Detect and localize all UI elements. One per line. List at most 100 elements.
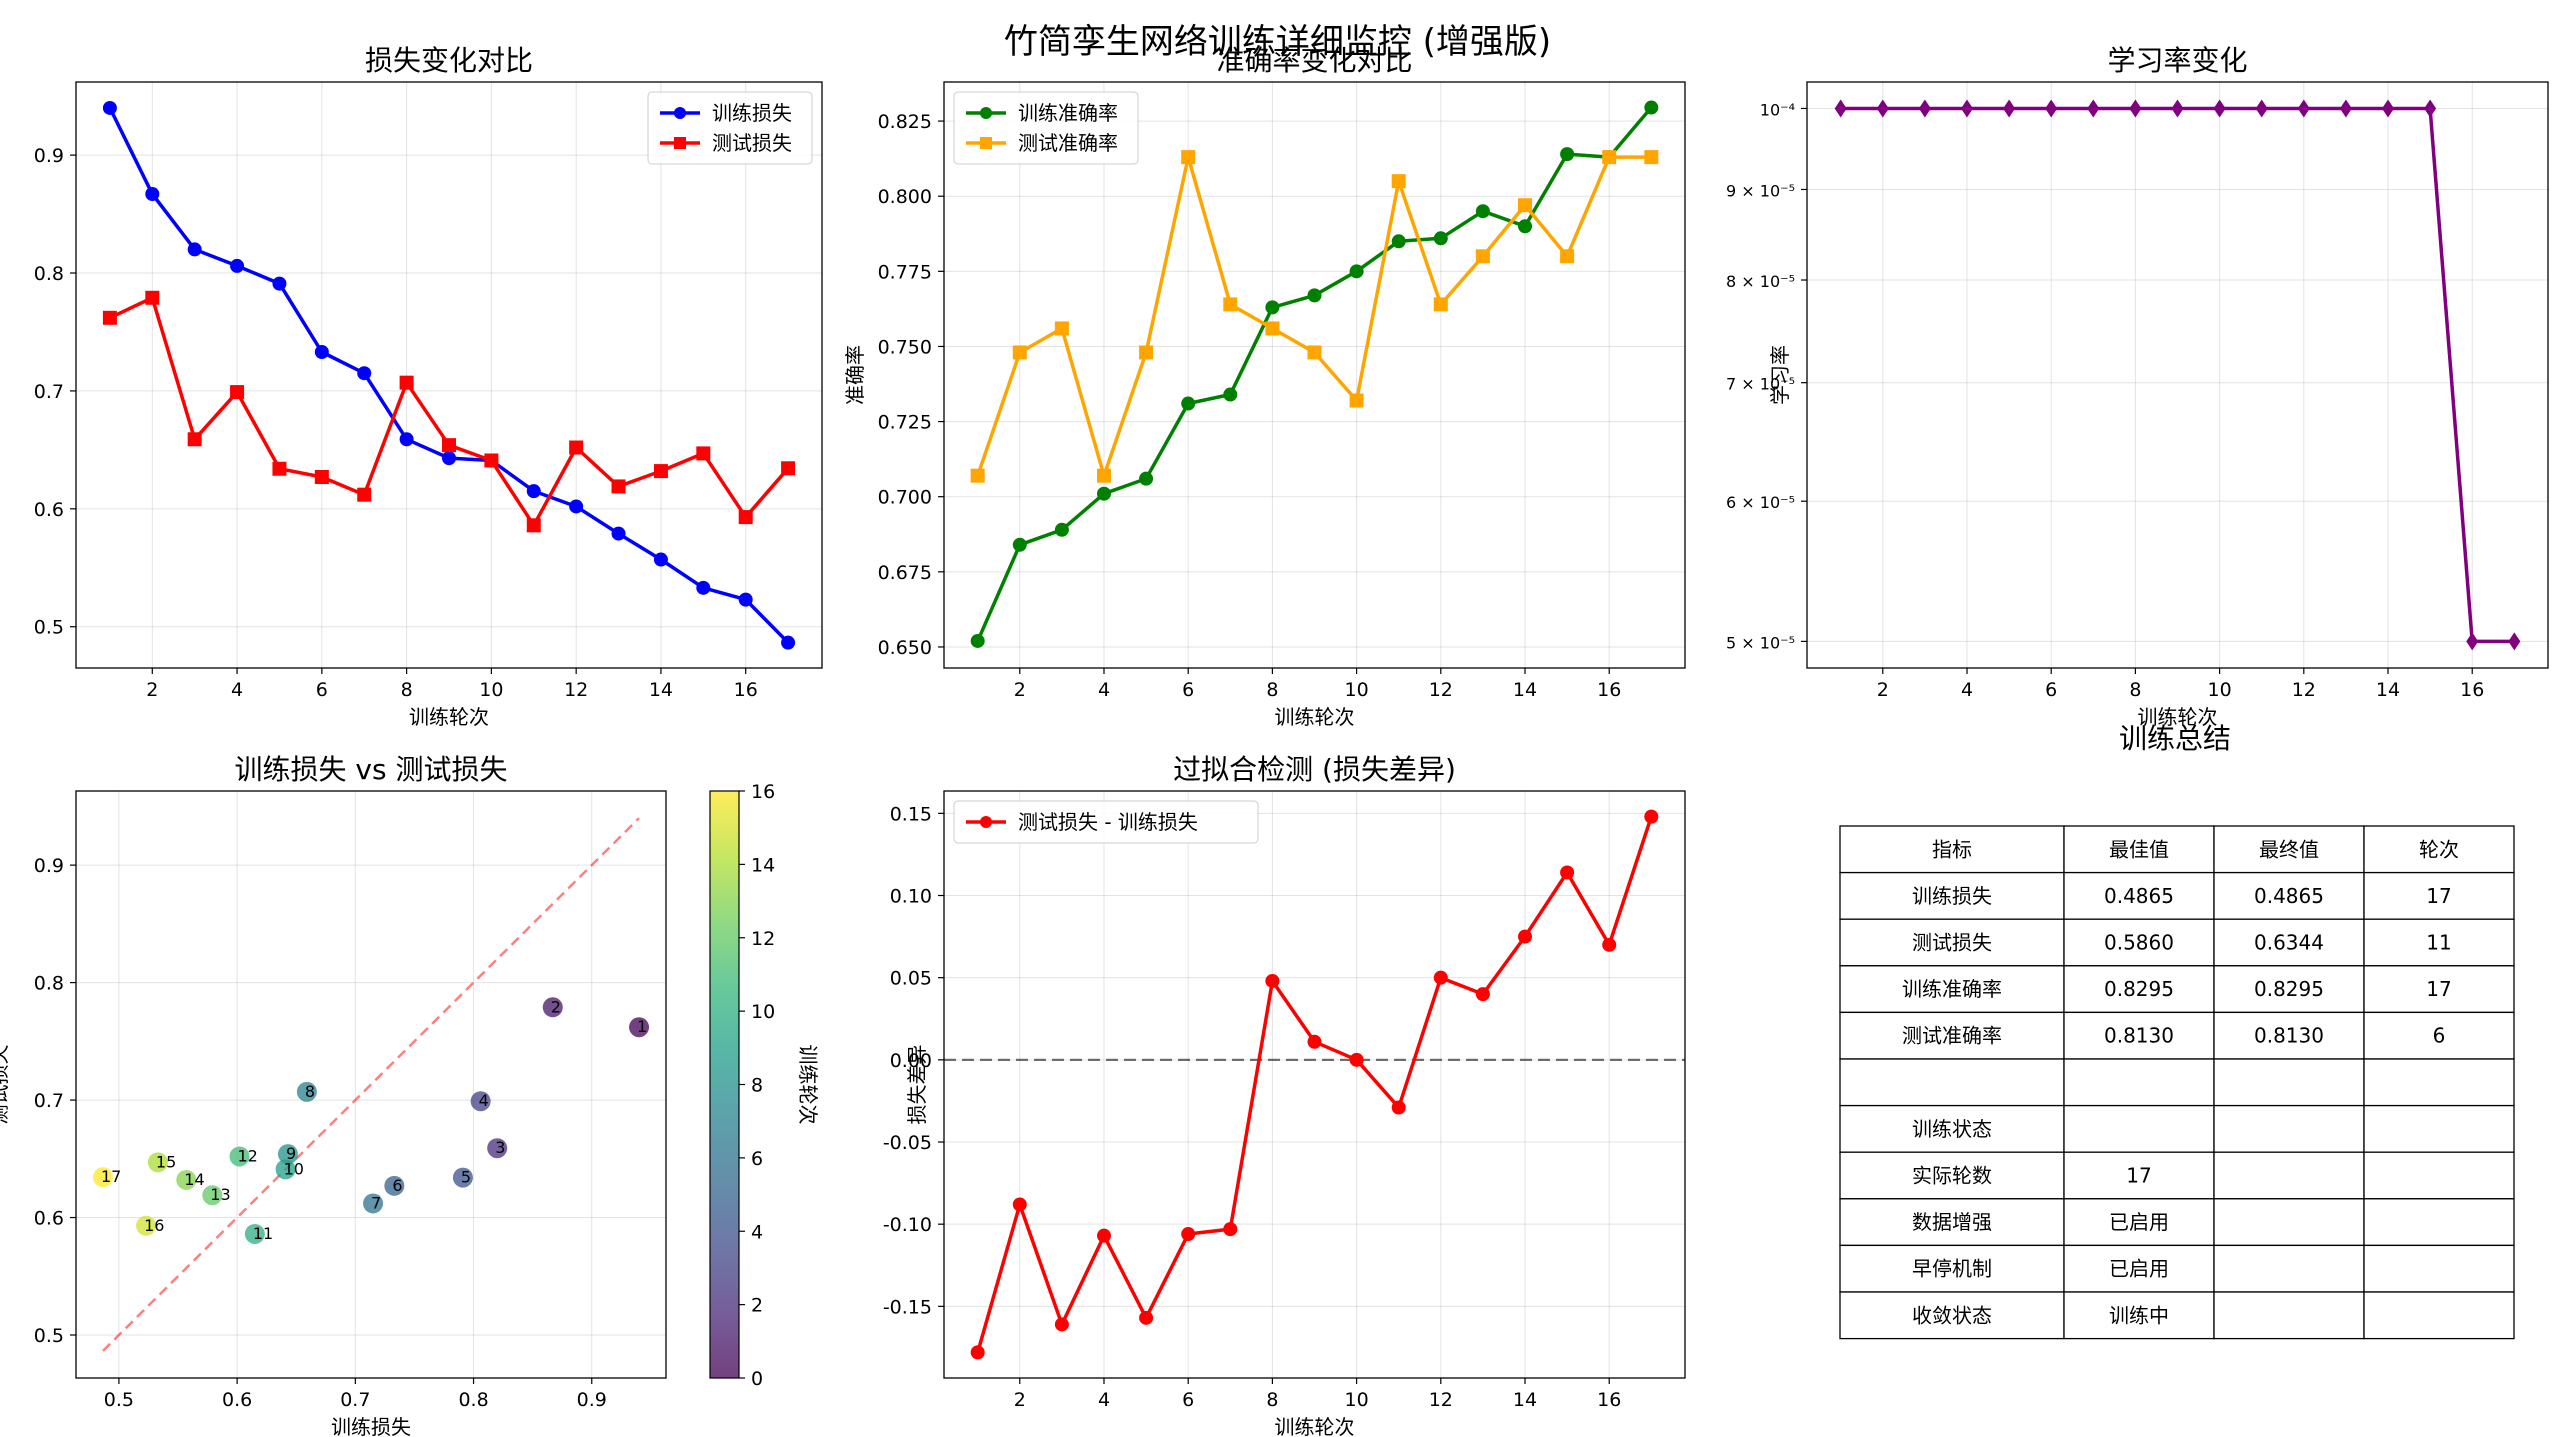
table-cell <box>2363 871 2515 920</box>
panel5-series1-point <box>1054 1317 1069 1332</box>
table-cell <box>1839 1244 2065 1293</box>
table-cell-text: 已启用 <box>2109 1210 2169 1234</box>
table-cell <box>1839 1104 2065 1153</box>
panel3-series1-point <box>1918 99 1931 118</box>
panel4-xtick-label: 0.8 <box>458 1389 488 1411</box>
panel1-frame <box>75 81 823 669</box>
panel5-ytick-label: -0.05 <box>883 1132 932 1154</box>
panel1-series2-point <box>569 440 584 455</box>
panel2-ytick-label: 0.650 <box>878 637 932 659</box>
colorbar-tick-label: 8 <box>751 1075 763 1097</box>
panel1-legend-marker <box>674 107 686 119</box>
colorbar-label: 训练轮次 <box>796 1045 820 1125</box>
panel5-xtick-label: 14 <box>1513 1389 1537 1411</box>
panel5-legend-marker <box>980 816 992 828</box>
table-cell <box>2213 1011 2365 1060</box>
panel1-title: 损失变化对比 <box>365 44 533 77</box>
panel1-series2-point <box>653 464 668 479</box>
panel4-point-label: 1 <box>637 1017 647 1036</box>
table-header-cell <box>2363 825 2515 874</box>
table-cell <box>1839 871 2065 920</box>
panel1-legend-box <box>647 91 813 165</box>
panel1-series2-point <box>145 290 160 305</box>
panel3-ytick-label: 9 × 10⁻⁵ <box>1726 181 1795 200</box>
table-cell-text: 0.8295 <box>2104 977 2174 1001</box>
panel4-xtick-label: 0.7 <box>340 1389 370 1411</box>
panel1-xtick-label: 16 <box>734 679 758 701</box>
table-cell <box>2213 1291 2365 1340</box>
table-cell <box>2063 918 2215 967</box>
table-cell <box>2363 1058 2515 1107</box>
panel3-ytick-label: 6 × 10⁻⁵ <box>1726 493 1795 512</box>
panel4-point <box>470 1091 491 1112</box>
panel4-point <box>296 1081 317 1102</box>
panel5-series1-point <box>1433 970 1448 985</box>
panel5-series1-point <box>1223 1222 1238 1237</box>
panel5-series1-point <box>1181 1227 1196 1242</box>
panel2-legend-marker <box>980 137 992 149</box>
panel5-ytick-label: 0.00 <box>890 1050 932 1072</box>
panel4-point-label: 6 <box>392 1176 402 1195</box>
panel4-ytick-label: 0.7 <box>34 1090 64 1112</box>
panel1-series1-point <box>781 635 796 650</box>
panel2-series1-point <box>1181 396 1196 411</box>
panel2-series2-point <box>1096 468 1111 483</box>
panel4-point <box>147 1152 168 1173</box>
panel2-xlabel: 训练轮次 <box>1275 705 1355 729</box>
table-cell-text: 11 <box>2426 931 2451 955</box>
panel1-xtick-label: 2 <box>146 679 158 701</box>
panel3-title: 学习率变化 <box>2107 44 2247 77</box>
panel4-point-label: 15 <box>156 1152 176 1171</box>
panel2-xtick-label: 4 <box>1098 679 1110 701</box>
panel3-series1-point <box>1960 99 1973 118</box>
panel5-series1-point <box>1349 1052 1364 1067</box>
table-cell-text: 数据增强 <box>1912 1210 1992 1234</box>
panel2-ytick-label: 0.825 <box>878 111 932 133</box>
panel2-series2-point <box>1349 393 1364 408</box>
panel2-series1-point <box>1307 288 1322 303</box>
panel5-legend-label: 测试损失 - 训练损失 <box>1018 810 1198 834</box>
panel3-xlabel: 训练轮次 <box>2138 705 2218 729</box>
panel2-ytick-label: 0.750 <box>878 336 932 358</box>
panel2-series1-point <box>1054 522 1069 537</box>
panel2-xtick-label: 6 <box>1182 679 1194 701</box>
panel5-series1-point <box>1265 973 1280 988</box>
panel1-series1-point <box>696 580 711 595</box>
panel2-series1-point <box>1139 471 1154 486</box>
panel4-ytick-label: 0.5 <box>34 1325 64 1347</box>
colorbar-tick-label: 6 <box>751 1148 763 1170</box>
table-cell-text: 17 <box>2126 1164 2151 1188</box>
table-cell <box>2213 1244 2365 1293</box>
panel5-title: 过拟合检测 (损失差异) <box>1173 753 1456 786</box>
panel2-series1-line <box>976 106 1653 642</box>
table-cell-text: 测试准确率 <box>1902 1024 2002 1048</box>
panel2-series1-point <box>1391 234 1406 249</box>
panel5-ytick-label: 0.05 <box>890 968 932 990</box>
panel2-series2-point <box>1265 321 1280 336</box>
panel2-title: 准确率变化对比 <box>1216 44 1412 77</box>
table-cell <box>2363 1244 2515 1293</box>
panel2-xtick-label: 14 <box>1513 679 1537 701</box>
panel5-ytick-label: -0.10 <box>883 1214 932 1236</box>
panel1-series2-line <box>109 296 790 528</box>
panel4-point <box>629 1017 650 1038</box>
panel5-series1-point <box>1602 937 1617 952</box>
panel5-ytick-label: 0.15 <box>890 803 932 825</box>
panel2-series2-point <box>1560 249 1575 264</box>
panel3-xtick-label: 2 <box>1877 679 1889 701</box>
panel4-ytick-label: 0.9 <box>34 855 64 877</box>
panel2-series1-point <box>1560 147 1575 162</box>
colorbar-tick-label: 14 <box>751 854 775 876</box>
colorbar-tick-label: 10 <box>751 1001 775 1023</box>
panel3-series1-point <box>2129 99 2142 118</box>
table-title: 训练总结 <box>2119 722 2231 755</box>
panel1-series1-point <box>611 526 626 541</box>
table-header-cell <box>2213 825 2365 874</box>
panel2-series2-point <box>1181 150 1196 165</box>
table-cell <box>2063 1011 2215 1060</box>
panel2-series1-point <box>1644 100 1659 115</box>
panel3-series1-point <box>2424 99 2437 118</box>
panel1-series1-point <box>738 592 753 607</box>
colorbar-tick-label: 12 <box>751 928 775 950</box>
panel5-xtick-label: 10 <box>1345 1389 1369 1411</box>
